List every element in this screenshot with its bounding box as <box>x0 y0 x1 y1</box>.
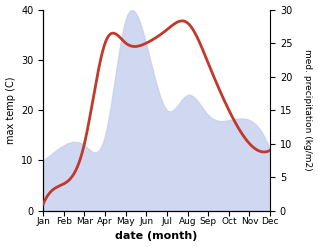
X-axis label: date (month): date (month) <box>115 231 198 242</box>
Y-axis label: med. precipitation (kg/m2): med. precipitation (kg/m2) <box>303 49 313 171</box>
Y-axis label: max temp (C): max temp (C) <box>5 76 16 144</box>
